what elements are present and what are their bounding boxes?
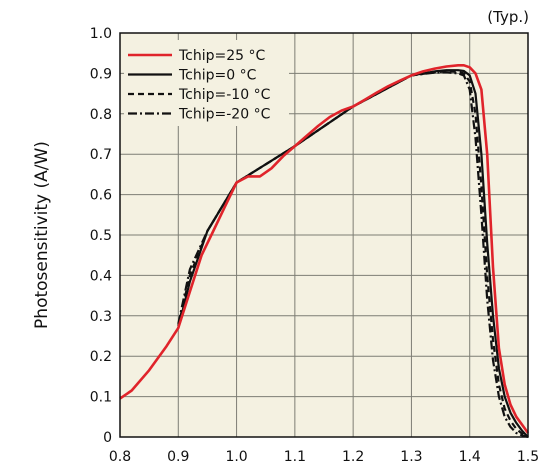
x-tick-labels: 0.8 0.9 1.0 1.1 1.2 1.3 1.4 1.5 xyxy=(109,449,539,465)
x-tick-label: 1.5 xyxy=(517,449,539,465)
y-tick-labels: 0 0.1 0.2 0.3 0.4 0.5 0.6 0.7 0.8 0.9 1.0 xyxy=(90,26,112,446)
x-tick-label: 0.9 xyxy=(167,449,189,465)
legend-label: Tchip=0 °C xyxy=(178,68,257,84)
x-tick-label: 0.8 xyxy=(109,449,131,465)
y-tick-label: 0.5 xyxy=(90,228,112,244)
series-line-0 xyxy=(119,64,530,434)
x-tick-label: 1.2 xyxy=(342,449,364,465)
plot-frame xyxy=(119,32,529,438)
y-tick-label: 0.1 xyxy=(90,390,112,406)
data-series xyxy=(119,64,530,439)
y-tick-label: 0.8 xyxy=(90,107,112,123)
y-tick-label: 0.6 xyxy=(90,188,112,204)
x-tick-label: 1.4 xyxy=(459,449,481,465)
y-axis-label: Photosensitivity (A/W) xyxy=(32,141,52,329)
legend-label: Tchip=-20 °C xyxy=(178,107,271,123)
y-tick-label: 0.4 xyxy=(90,268,112,284)
legend: Tchip=25 °C Tchip=0 °C Tchip=-10 °C Tchip=-… xyxy=(124,40,289,126)
y-tick-label: 0 xyxy=(103,430,112,446)
y-tick-label: 0.7 xyxy=(90,147,112,163)
legend-label: Tchip=-10 °C xyxy=(178,87,271,103)
legend-label: Tchip=25 °C xyxy=(178,48,266,64)
typical-note: (Typ.) xyxy=(487,8,529,26)
y-tick-label: 0.2 xyxy=(90,349,112,365)
y-tick-label: 0.9 xyxy=(90,66,112,82)
x-tick-label: 1.1 xyxy=(284,449,306,465)
x-tick-label: 1.0 xyxy=(225,449,247,465)
y-tick-label: 0.3 xyxy=(90,309,112,325)
y-tick-label: 1.0 xyxy=(90,26,112,42)
x-tick-label: 1.3 xyxy=(400,449,422,465)
series-line-3 xyxy=(177,71,529,439)
